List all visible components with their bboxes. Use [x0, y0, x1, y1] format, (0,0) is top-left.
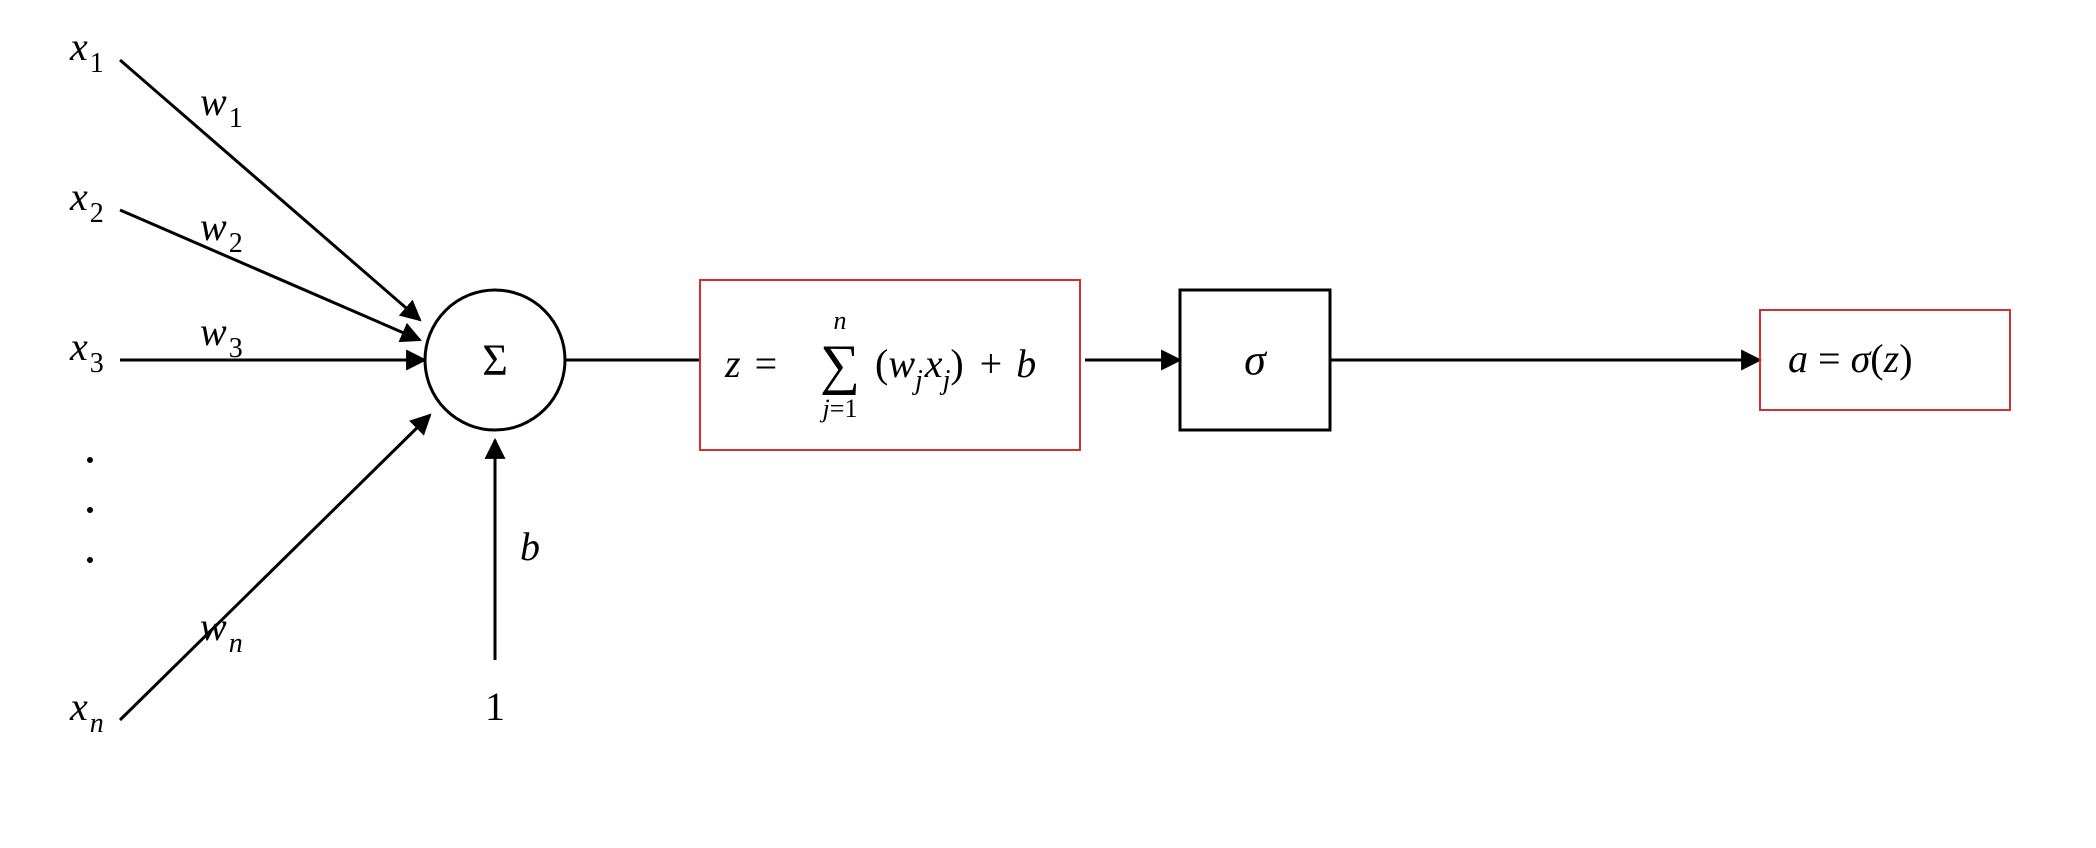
vdots-dot	[87, 557, 93, 563]
output-formula: a = σ(z)	[1788, 336, 1913, 381]
input-label-3: x3	[69, 324, 104, 379]
vdots-dot	[87, 457, 93, 463]
input-label-2: x2	[69, 174, 104, 229]
input-label-n: xn	[69, 684, 104, 739]
sigma-label: σ	[1244, 336, 1268, 385]
z-equals: z =	[724, 341, 777, 386]
sum-term: (wjxj) + b	[875, 341, 1036, 396]
input-arrow-0	[120, 60, 420, 320]
input-arrow-1	[120, 210, 420, 340]
sum-node-label: Σ	[482, 336, 508, 385]
bias-one-label: 1	[485, 684, 505, 729]
input-label-1: x1	[69, 24, 104, 79]
weight-label-3: w3	[200, 309, 243, 364]
sum-symbol: ∑	[820, 334, 860, 396]
input-arrow-3	[120, 415, 430, 720]
weight-label-n: wn	[200, 604, 243, 659]
weight-label-1: w1	[200, 79, 243, 134]
vdots-dot	[87, 507, 93, 513]
neuron-diagram: x1 x2 x3 xn w1 w2 w3 wn Σb 1 z = ∑n j=1 (wjxj) + b σ a …	[0, 0, 2096, 848]
sum-lower: j=1	[820, 394, 858, 423]
bias-b-label: b	[520, 524, 540, 569]
weight-label-2: w2	[200, 204, 243, 259]
sum-upper: n	[834, 306, 847, 335]
